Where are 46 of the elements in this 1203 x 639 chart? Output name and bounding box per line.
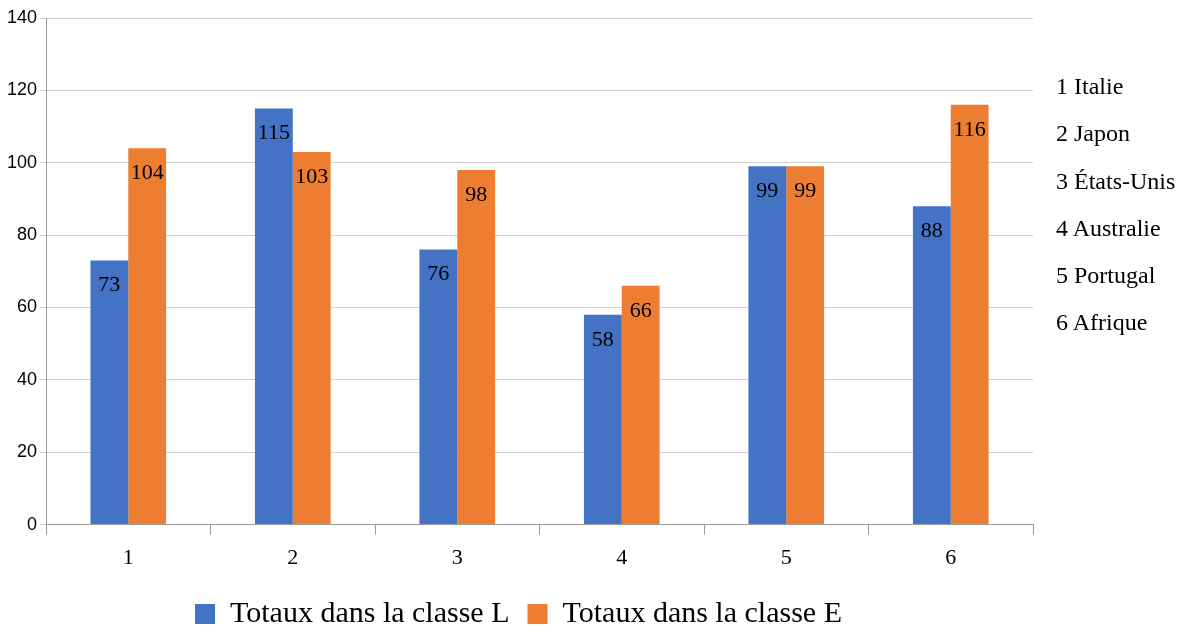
bar (128, 148, 167, 525)
data-label: 99 (794, 177, 817, 203)
data-label: 76 (427, 260, 450, 286)
text: 2 Japon (1056, 119, 1131, 149)
bar (254, 108, 293, 525)
data-label: 58 (591, 325, 614, 351)
bar (419, 249, 458, 525)
text: 1 Italie (1056, 72, 1125, 101)
text: 5 Portugal (1056, 261, 1157, 291)
y-tick-label: 40 (17, 368, 38, 389)
x-tick-label: 2 (287, 543, 299, 569)
x-tick-label: 3 (451, 543, 463, 569)
bar (457, 169, 496, 525)
y-tick-label: 20 (17, 441, 38, 462)
x-tick-label: 5 (780, 543, 792, 569)
data-label: 73 (98, 271, 121, 297)
data-label: 115 (257, 119, 290, 145)
bar (786, 166, 825, 525)
text: 3 États-Unis (1056, 166, 1176, 196)
data-label: 116 (953, 115, 986, 141)
legend-label: Totaux dans la classe E (562, 594, 842, 628)
bar (912, 206, 951, 525)
y-tick-label: 140 (6, 6, 38, 27)
y-tick-label: 100 (6, 151, 38, 172)
text: 6 Afrique (1056, 308, 1149, 338)
x-tick-label: 1 (122, 543, 134, 569)
x-tick-label: 4 (616, 543, 628, 569)
text: 4 Australie (1056, 213, 1162, 243)
bar (583, 314, 622, 525)
bar (292, 151, 331, 525)
y-tick-label: 60 (17, 296, 38, 317)
bar (748, 166, 787, 525)
y-tick-label: 120 (6, 79, 38, 100)
data-label: 103 (295, 162, 329, 188)
bar (621, 285, 660, 525)
x-tick-label: 6 (945, 543, 957, 569)
data-label: 88 (920, 216, 943, 242)
bar (90, 260, 129, 525)
data-label: 98 (465, 180, 488, 206)
data-label: 104 (130, 159, 164, 185)
data-label: 99 (756, 177, 779, 203)
bar (950, 104, 989, 525)
data-label: 66 (629, 296, 652, 322)
y-tick-label: 0 (27, 513, 38, 534)
y-tick-label: 80 (17, 224, 38, 245)
legend-label: Totaux dans la classe L (230, 594, 510, 628)
